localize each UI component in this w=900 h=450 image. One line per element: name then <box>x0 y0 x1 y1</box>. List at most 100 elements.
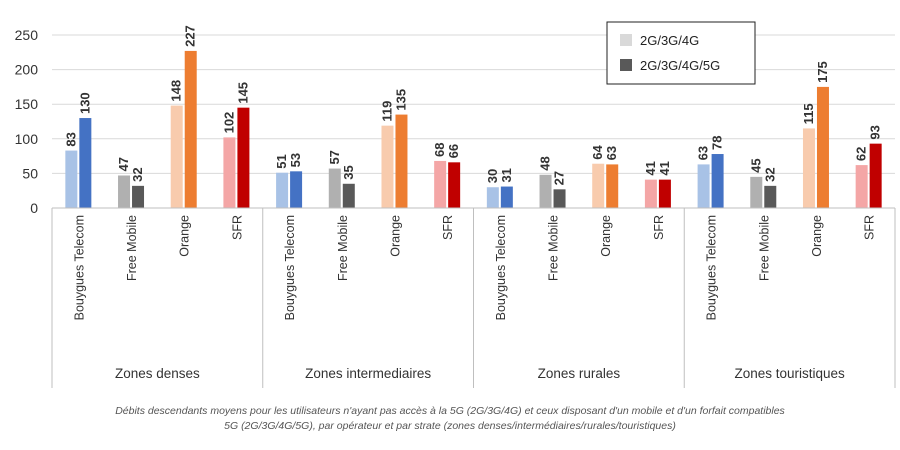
bar-bouygues-telecom-4g <box>486 187 499 208</box>
bar-free-mobile-4g <box>118 175 131 208</box>
bar-sfr-4g <box>644 179 657 208</box>
data-label: 130 <box>77 92 92 114</box>
bar-orange-5g <box>184 50 197 208</box>
bar-orange-4g <box>170 105 183 208</box>
bar-free-mobile-5g <box>132 185 145 208</box>
bar-bouygues-telecom-4g <box>65 150 78 208</box>
x-category-label: Bouygues Telecom <box>283 215 297 320</box>
bar-orange-5g <box>606 164 619 208</box>
bar-sfr-5g <box>869 143 882 208</box>
data-label: 32 <box>130 167 145 181</box>
y-tick-label: 200 <box>15 62 39 78</box>
legend: 2G/3G/4G 2G/3G/4G/5G <box>606 21 756 85</box>
data-label: 48 <box>538 156 553 170</box>
data-label: 45 <box>748 158 763 172</box>
bar-bouygues-telecom-4g <box>697 164 710 208</box>
y-tick-label: 100 <box>15 131 39 147</box>
bar-free-mobile-4g <box>750 176 763 208</box>
data-label: 148 <box>169 80 184 102</box>
data-label: 63 <box>696 146 711 160</box>
bar-free-mobile-5g <box>553 189 566 208</box>
data-label: 41 <box>643 161 658 175</box>
x-group-label: Zones rurales <box>538 366 621 381</box>
x-category-label: Free Mobile <box>125 215 139 281</box>
x-category-label: SFR <box>863 215 877 240</box>
data-label: 135 <box>393 89 408 111</box>
legend-swatch <box>620 59 632 71</box>
bar-sfr-4g <box>855 165 868 208</box>
x-group-label: Zones touristiques <box>734 366 845 381</box>
bar-orange-4g <box>802 128 815 208</box>
data-label: 102 <box>221 112 236 134</box>
x-category-label: Orange <box>178 215 192 257</box>
bar-free-mobile-4g <box>539 174 552 208</box>
caption-line-2: 5G (2G/3G/4G/5G), par opérateur et par s… <box>224 420 676 432</box>
bar-free-mobile-4g <box>328 168 341 208</box>
y-tick-label: 50 <box>22 165 38 181</box>
bar-bouygues-telecom-5g <box>79 118 92 208</box>
x-category-label: SFR <box>652 215 666 240</box>
data-label: 115 <box>801 103 816 124</box>
legend-box <box>606 21 756 85</box>
data-label: 119 <box>379 101 394 122</box>
x-category-label: Free Mobile <box>336 215 350 281</box>
data-label: 68 <box>432 142 447 156</box>
legend-label: 2G/3G/4G <box>640 33 699 48</box>
bar-orange-4g <box>592 163 605 208</box>
data-label: 63 <box>604 146 619 160</box>
bar-bouygues-telecom-4g <box>276 172 289 208</box>
x-category-label: SFR <box>441 215 455 240</box>
y-tick-label: 150 <box>15 96 39 112</box>
data-label: 35 <box>341 165 356 179</box>
y-tick-label: 0 <box>30 200 38 216</box>
data-label: 27 <box>552 171 567 185</box>
data-label: 47 <box>116 157 131 171</box>
bar-sfr-5g <box>658 179 671 208</box>
data-label: 66 <box>446 144 461 158</box>
bar-sfr-4g <box>223 137 236 208</box>
bar-bouygues-telecom-5g <box>290 171 303 208</box>
x-group-label: Zones denses <box>115 366 200 381</box>
x-category-label: SFR <box>230 215 244 240</box>
data-label: 30 <box>485 169 500 183</box>
data-label: 57 <box>327 150 342 164</box>
caption-line-1: Débits descendants moyens pour les utili… <box>115 405 785 417</box>
x-category-label: Free Mobile <box>757 215 771 281</box>
x-category-label: Bouygues Telecom <box>72 215 86 320</box>
legend-swatch <box>620 34 632 46</box>
bar-free-mobile-5g <box>764 185 777 208</box>
data-label: 53 <box>288 153 303 167</box>
data-label: 93 <box>868 125 883 139</box>
bar-bouygues-telecom-5g <box>711 154 724 208</box>
x-category-label: Orange <box>599 215 613 257</box>
figure-caption: Débits descendants moyens pour les utili… <box>0 404 900 434</box>
x-category-label: Bouygues Telecom <box>705 215 719 320</box>
bar-sfr-4g <box>434 160 447 208</box>
data-label: 32 <box>762 167 777 181</box>
x-category-label: Orange <box>810 215 824 257</box>
x-group-label: Zones intermediaires <box>305 366 431 381</box>
x-category-label: Free Mobile <box>547 215 561 281</box>
bar-orange-5g <box>816 86 829 208</box>
bar-sfr-5g <box>237 107 250 208</box>
legend-label: 2G/3G/4G/5G <box>640 58 720 73</box>
bar-free-mobile-5g <box>342 183 355 208</box>
bar-sfr-5g <box>448 162 461 208</box>
bar-orange-4g <box>381 125 394 208</box>
data-label: 41 <box>657 161 672 175</box>
data-label: 145 <box>235 82 250 104</box>
data-label: 78 <box>710 136 725 150</box>
x-axis: Bouygues Telecom Free Mobile Orange SFR Zone… <box>51 207 896 388</box>
data-label: 64 <box>590 144 605 159</box>
x-category-label: Bouygues Telecom <box>494 215 508 320</box>
y-axis: 0 50 100 150 200 250 <box>15 27 39 216</box>
bar-bouygues-telecom-5g <box>500 186 513 208</box>
data-label: 227 <box>183 25 198 47</box>
data-label: 31 <box>499 168 514 182</box>
data-label: 83 <box>63 132 78 146</box>
y-tick-label: 250 <box>15 27 39 43</box>
data-label: 51 <box>274 154 289 168</box>
data-label: 62 <box>854 147 869 161</box>
bar-orange-5g <box>395 114 408 208</box>
